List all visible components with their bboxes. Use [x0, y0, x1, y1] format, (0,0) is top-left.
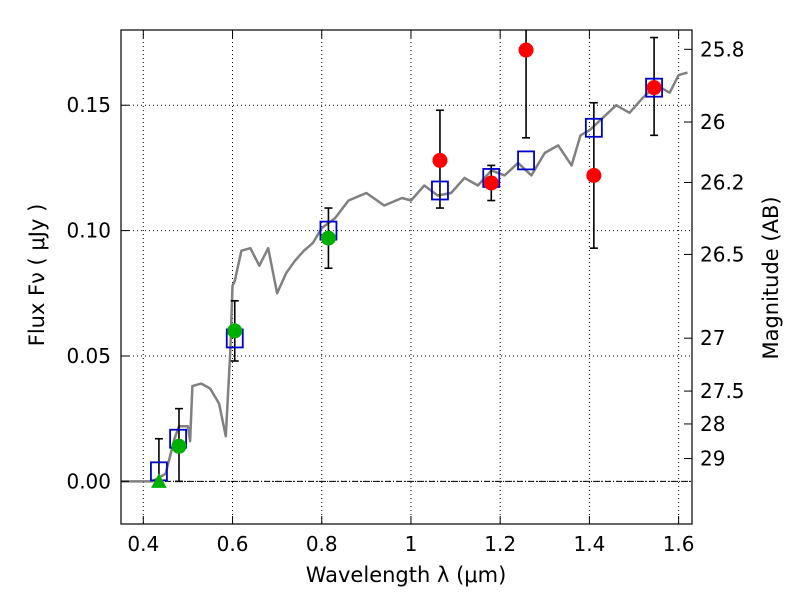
y-right-tick-label: 25.8	[700, 37, 745, 61]
red-data-point	[483, 175, 499, 191]
x-tick-label: 1.4	[573, 532, 605, 556]
red-data-point	[586, 167, 602, 183]
model-photometry-square	[431, 180, 449, 201]
y-right-tick-label: 26.2	[700, 170, 745, 194]
red-data-point	[518, 42, 534, 58]
green-data-point	[227, 323, 243, 339]
y-tick-label: 0.10	[66, 219, 111, 243]
model-photometry-square	[645, 77, 663, 98]
tick-layer: 0.4 0.6 0.8 1 1.2 1.4 1.6 0.00 0.05 0.10 0.15 25.8 2…	[66, 30, 745, 556]
x-tick-label: 0.8	[306, 532, 338, 556]
x-tick-label: 1	[405, 532, 418, 556]
model-photometry-square	[517, 150, 535, 171]
model-layer	[121, 71, 688, 483]
y-tick-label: 0.00	[66, 469, 111, 493]
model-photometry-square	[584, 117, 603, 138]
green-data-point	[320, 230, 336, 246]
red-data-point	[432, 152, 448, 168]
grid-layer	[121, 30, 692, 524]
x-tick-label: 0.6	[217, 532, 249, 556]
y-axis-title: Flux Fν ( μJy )	[25, 204, 49, 347]
model-sed-line	[121, 71, 688, 483]
green-upper-limit-triangle	[151, 473, 167, 488]
x-tick-label: 1.6	[663, 532, 695, 556]
y-right-tick-label: 27.5	[700, 379, 745, 403]
axes-frame-layer	[120, 29, 693, 525]
red-data-point	[646, 80, 662, 96]
x-tick-label: 1.2	[484, 532, 516, 556]
axes-frame	[120, 29, 693, 525]
y-right-tick-label: 26	[700, 110, 725, 134]
y-right-tick-label: 26.5	[700, 242, 745, 266]
x-tick-label: 0.4	[127, 532, 159, 556]
y-tick-label: 0.05	[66, 344, 111, 368]
y-right-tick-label: 27	[700, 326, 725, 350]
y-right-tick-label: 28	[700, 412, 725, 436]
error-bar-layer	[154, 30, 659, 483]
y-tick-label: 0.15	[66, 93, 111, 117]
y-right-axis-title: Magnitude (AB)	[759, 196, 783, 359]
y-right-tick-label: 29	[700, 447, 725, 471]
green-data-point	[171, 438, 187, 454]
data-point-layer	[151, 42, 662, 488]
x-axis-title: Wavelength λ (μm)	[306, 563, 507, 587]
